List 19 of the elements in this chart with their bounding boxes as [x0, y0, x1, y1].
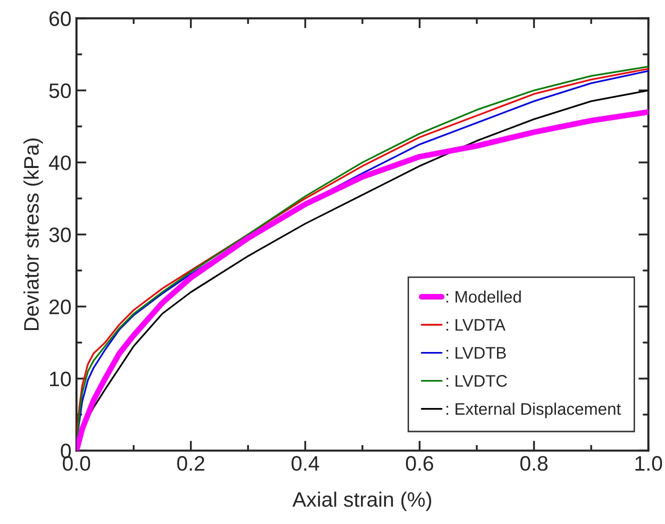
y-axis-title: Deviator stress (kPa)	[23, 138, 43, 330]
x-tick-label: 0.4	[292, 456, 320, 471]
y-tick-label: 10	[50, 372, 71, 386]
x-tick-label: 0.6	[406, 456, 434, 471]
x-tick-label: 0.8	[520, 456, 548, 471]
x-tick-label: 1.0	[635, 456, 662, 471]
x-tick-label: 0.0	[62, 456, 90, 471]
legend-label: : LVDTA	[446, 319, 506, 331]
x-tick-label: 0.2	[177, 456, 204, 471]
legend-label: : LVDTB	[446, 347, 506, 359]
y-tick-label: 50	[49, 83, 71, 98]
y-tick-label: 40	[48, 155, 71, 170]
y-tick-label: 60	[50, 11, 71, 26]
legend-label: : External Displacement	[446, 402, 621, 418]
legend-label: : LVDTC	[446, 375, 508, 387]
x-axis-title: Axial strain (%)	[292, 492, 432, 511]
legend-label: : Modelled	[446, 290, 521, 303]
y-tick-label: 30	[49, 227, 71, 242]
y-tick-label: 20	[49, 300, 71, 314]
